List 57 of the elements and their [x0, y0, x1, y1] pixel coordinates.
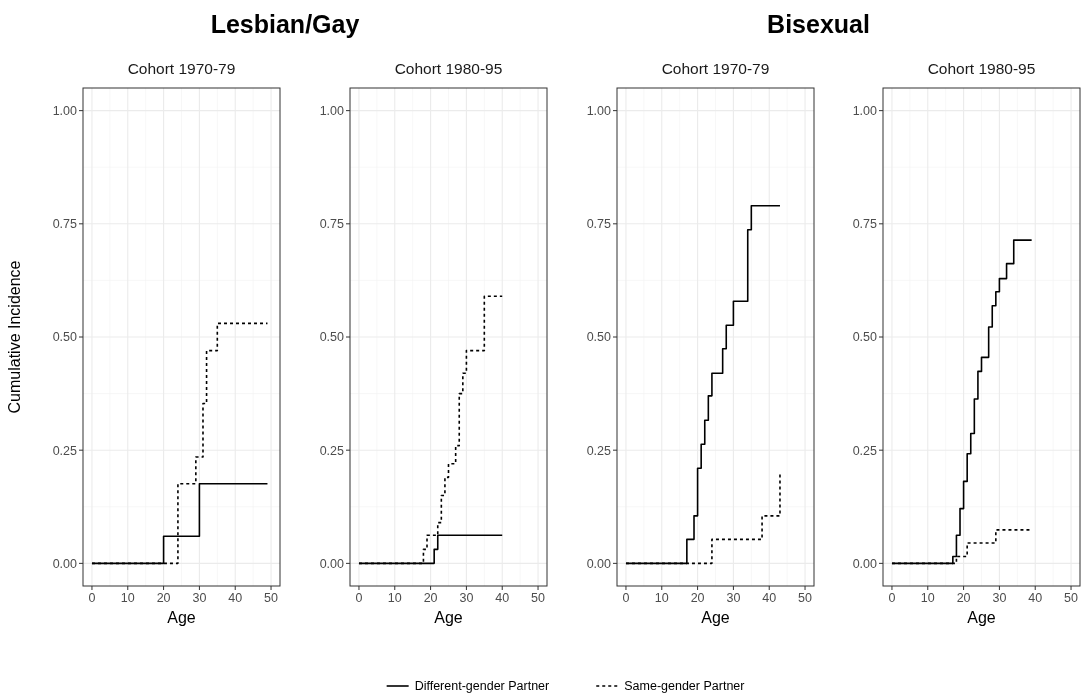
x-tick-label: 30 — [992, 591, 1007, 605]
text: Lesbian/Gay — [210, 10, 360, 38]
chart-title: Cohort 1980-95 — [927, 60, 1036, 77]
x-axis-title: Age — [167, 609, 196, 626]
y-tick-label: 0.75 — [586, 217, 612, 232]
x-tick-label: 40 — [1028, 591, 1043, 605]
x-tick-label: 0 — [88, 591, 96, 605]
y-tick-label: 0.75 — [852, 217, 878, 232]
chart-title: Cohort 1970-79 — [661, 60, 770, 77]
x-tick-label: 50 — [531, 591, 546, 605]
y-tick-label: 0.00 — [586, 556, 612, 571]
x-tick-label: 20 — [690, 591, 705, 605]
y-tick-label: 0.75 — [319, 217, 345, 232]
x-tick-label: 20 — [956, 591, 971, 605]
x-axis-title: Age — [701, 609, 730, 626]
x-tick-label: 40 — [228, 591, 243, 605]
x-tick-label: 10 — [654, 591, 669, 605]
y-tick-label: 0.25 — [852, 443, 878, 458]
y-tick-label: 0.25 — [319, 443, 345, 458]
y-tick-label: 0.50 — [319, 330, 345, 345]
y-tick-label: 0.50 — [852, 330, 878, 345]
y-axis-title: Cumulative Incidence — [6, 260, 23, 414]
chart-title: Cohort 1980-95 — [394, 60, 503, 77]
x-tick-label: 50 — [1064, 591, 1079, 605]
x-tick-label: 50 — [798, 591, 813, 605]
x-tick-label: 50 — [264, 591, 279, 605]
y-tick-label: 1.00 — [319, 104, 345, 119]
y-tick-label: 1.00 — [52, 104, 78, 119]
chart-title: Cohort 1970-79 — [127, 60, 236, 77]
x-tick-label: 0 — [888, 591, 896, 605]
y-tick-label: 0.00 — [319, 556, 345, 571]
y-tick-label: 0.50 — [52, 330, 78, 345]
x-axis-title: Age — [434, 609, 463, 626]
x-tick-label: 40 — [495, 591, 510, 605]
x-tick-label: 0 — [355, 591, 363, 605]
x-tick-label: 0 — [622, 591, 630, 605]
x-tick-label: 20 — [156, 591, 171, 605]
x-tick-label: 40 — [762, 591, 777, 605]
x-tick-label: 30 — [459, 591, 474, 605]
legend-label: Same-gender Partner — [624, 679, 745, 694]
x-tick-label: 10 — [120, 591, 135, 605]
x-tick-label: 10 — [920, 591, 935, 605]
x-axis-title: Age — [967, 609, 996, 626]
legend-label: Different-gender Partner — [414, 679, 550, 694]
y-tick-label: 0.50 — [586, 330, 612, 345]
y-tick-label: 1.00 — [586, 104, 612, 119]
y-tick-label: 1.00 — [852, 104, 878, 119]
x-tick-label: 30 — [192, 591, 207, 605]
x-tick-label: 20 — [423, 591, 438, 605]
text: Bisexual — [767, 10, 870, 38]
x-tick-label: 30 — [726, 591, 741, 605]
y-tick-label: 0.00 — [52, 556, 78, 571]
y-tick-label: 0.25 — [52, 443, 78, 458]
y-tick-label: 0.75 — [52, 217, 78, 232]
y-tick-label: 0.00 — [852, 556, 878, 571]
y-tick-label: 0.25 — [586, 443, 612, 458]
x-tick-label: 10 — [387, 591, 402, 605]
